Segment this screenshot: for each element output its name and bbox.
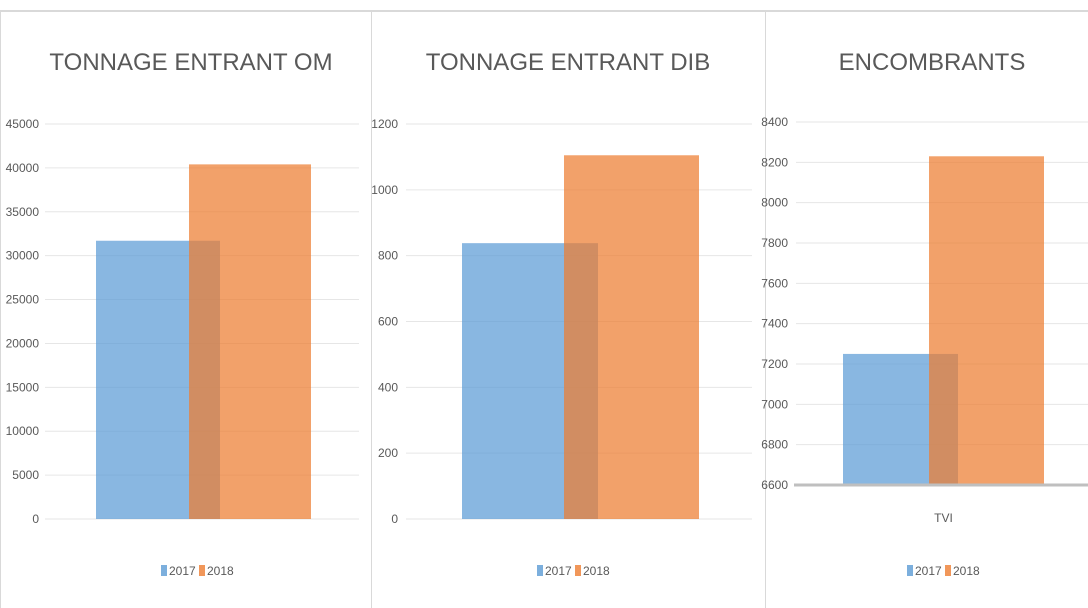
bar-2018 bbox=[929, 156, 1044, 486]
y-tick-label: 40000 bbox=[6, 161, 40, 175]
legend-swatch-2018 bbox=[575, 565, 581, 576]
y-tick-label: 30000 bbox=[6, 249, 40, 263]
y-tick-label: 1200 bbox=[371, 117, 398, 131]
chart-dib: TONNAGE ENTRANT DIB 0 200 400 600 800 1000 1200… bbox=[371, 49, 752, 578]
chart-panel-om: TONNAGE ENTRANT OM 0 5000 10000 15000 20000 25… bbox=[0, 12, 372, 608]
legend-swatch-2017 bbox=[907, 565, 913, 576]
y-tick-label: 0 bbox=[32, 512, 39, 526]
legend-swatch-2018 bbox=[199, 565, 205, 576]
y-tick-label: 600 bbox=[378, 315, 398, 329]
y-tick-label: 10000 bbox=[6, 424, 40, 438]
y-tick-label: 7600 bbox=[761, 276, 788, 290]
legend-label-2018: 2018 bbox=[583, 564, 610, 578]
y-tick-label: 45000 bbox=[6, 117, 40, 131]
legend-swatch-2017 bbox=[537, 565, 543, 576]
legend-label-2018: 2018 bbox=[953, 564, 980, 578]
bar-2018 bbox=[189, 164, 311, 519]
chart-title: TONNAGE ENTRANT DIB bbox=[426, 49, 710, 76]
y-tick-label: 20000 bbox=[6, 336, 40, 350]
y-tick-label: 0 bbox=[391, 512, 398, 526]
y-tick-label: 8200 bbox=[761, 155, 788, 169]
y-tick-label: 15000 bbox=[6, 380, 40, 394]
legend-label-2018: 2018 bbox=[207, 564, 234, 578]
y-tick-label: 6800 bbox=[761, 438, 788, 452]
y-tick-label: 7200 bbox=[761, 357, 788, 371]
y-tick-label: 200 bbox=[378, 446, 398, 460]
legend-label-2017: 2017 bbox=[915, 564, 942, 578]
chart-panel-encombrants: ENCOMBRANTS 6600 6800 7000 7200 7400 7600 7800 8… bbox=[761, 12, 1088, 608]
y-tick-label: 8000 bbox=[761, 196, 788, 210]
chart-encombrants: ENCOMBRANTS 6600 6800 7000 7200 7400 7600 7800 8… bbox=[761, 49, 1088, 578]
y-tick-label: 7000 bbox=[761, 397, 788, 411]
legend-swatch-2018 bbox=[945, 565, 951, 576]
x-category-label: TVI bbox=[934, 511, 953, 525]
legend-swatch-2017 bbox=[161, 565, 167, 576]
y-tick-label: 400 bbox=[378, 380, 398, 394]
y-tick-label: 35000 bbox=[6, 205, 40, 219]
y-tick-label: 6600 bbox=[761, 478, 788, 492]
y-tick-label: 7800 bbox=[761, 236, 788, 250]
top-border bbox=[0, 10, 1088, 12]
chart-panel-dib: TONNAGE ENTRANT DIB 0 200 400 600 800 1000 1200… bbox=[371, 12, 766, 608]
y-tick-label: 25000 bbox=[6, 293, 40, 307]
chart-title: TONNAGE ENTRANT OM bbox=[49, 49, 332, 76]
y-tick-label: 8400 bbox=[761, 115, 788, 129]
y-tick-label: 800 bbox=[378, 249, 398, 263]
legend-label-2017: 2017 bbox=[169, 564, 196, 578]
y-tick-label: 7400 bbox=[761, 317, 788, 331]
chart-om: TONNAGE ENTRANT OM 0 5000 10000 15000 20000 25… bbox=[6, 49, 359, 578]
y-tick-label: 1000 bbox=[371, 183, 398, 197]
bar-2018 bbox=[564, 155, 699, 520]
legend-label-2017: 2017 bbox=[545, 564, 572, 578]
chart-title: ENCOMBRANTS bbox=[839, 49, 1026, 76]
y-tick-label: 5000 bbox=[12, 468, 39, 482]
